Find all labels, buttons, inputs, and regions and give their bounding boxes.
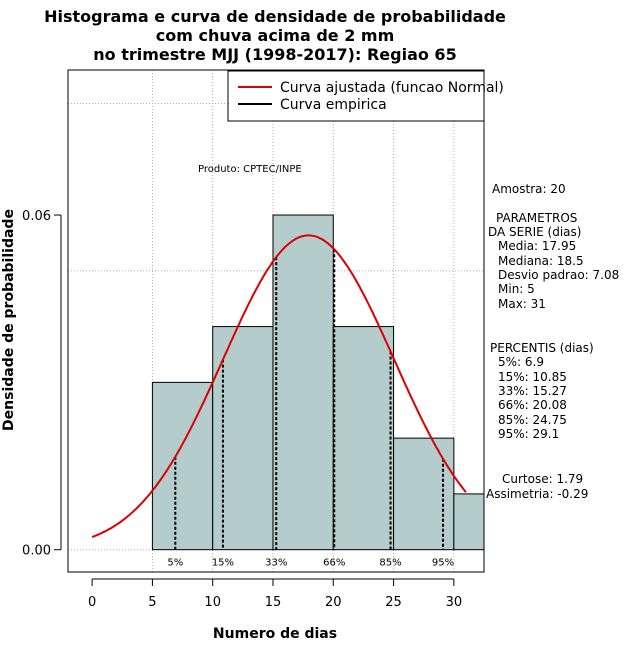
x-tick-label-3: 15 [265,595,282,610]
statistics-panel: Amostra: 20 PARAMETROS DA SERIE (dias) M… [486,182,619,501]
histogram-bar-4 [393,437,455,551]
x-tick-label-5: 25 [385,595,402,610]
percentile-5: 5%: 6.9 [498,355,544,369]
histogram-bar-0 [151,381,214,551]
chart-title-line-3: no trimestre MJJ (1998-2017): Regiao 65 [93,45,456,64]
x-tick-label-4: 20 [325,595,342,610]
x-axis: 0 5 10 15 20 25 30 [88,578,463,610]
x-tick-label-2: 10 [204,595,221,610]
percentile-label-3: 66% [323,558,345,569]
percentile-label-0: 5% [167,558,183,569]
percentile-85: 85%: 24.75 [498,413,567,427]
histogram-bar-5 [453,493,485,551]
legend-box [227,70,485,122]
percentile-33: 33%: 15.27 [498,384,567,398]
y-tick-label-0: 0.00 [22,544,51,559]
x-tick-label-6: 30 [446,595,463,610]
chart-title-line-1: Histograma e curva de densidade de proba… [44,7,506,26]
percentile-markers: 5% 15% 33% 66% 85% 95% [167,249,454,569]
stat-min: Min: 5 [498,282,535,296]
percentile-label-5: 95% [432,558,454,569]
histogram-bar-1 [212,326,274,551]
legend-empirical-label: Curva empirica [280,97,387,113]
legend: Curva ajustada (funcao Normal) Curva emp… [227,70,504,122]
percentiles-heading: PERCENTIS (dias) [490,341,594,355]
percentile-label-4: 85% [379,558,401,569]
y-axis-label: Densidade de probabilidade [1,209,17,431]
histogram-bars [151,214,485,551]
histogram-bar-3 [332,326,395,551]
x-tick-label-1: 5 [148,595,156,610]
skewness: Assimetria: -0.29 [486,487,588,501]
y-axis: 0.00 0.06 [22,209,62,559]
normal-curve-line [91,234,467,539]
stat-mean: Media: 17.95 [498,239,576,253]
sample-size: Amostra: 20 [492,182,566,196]
kurtosis: Curtose: 1.79 [502,472,583,486]
parameters-heading: PARAMETROS [496,211,577,225]
x-axis-label: Numero de dias [213,626,337,642]
x-tick-label-0: 0 [88,595,96,610]
stat-max: Max: 31 [498,297,546,311]
percentile-label-1: 15% [212,558,234,569]
parameters-subheading: DA SERIE (dias) [488,225,581,239]
percentile-66: 66%: 20.08 [498,398,567,412]
y-tick-label-1: 0.06 [22,209,51,224]
percentile-label-2: 33% [265,558,287,569]
histogram-bar-2 [272,214,334,551]
percentile-95: 95%: 29.1 [498,427,559,441]
legend-normal-label: Curva ajustada (funcao Normal) [280,80,504,96]
plot-frame [67,69,485,573]
chart-title-line-2: com chuva acima de 2 mm [156,26,395,45]
stat-median: Mediana: 18.5 [498,254,584,268]
percentile-15: 15%: 10.85 [498,370,567,384]
product-annotation: Produto: CPTEC/INPE [198,164,302,175]
stat-std-dev: Desvio padrao: 7.08 [498,268,619,282]
